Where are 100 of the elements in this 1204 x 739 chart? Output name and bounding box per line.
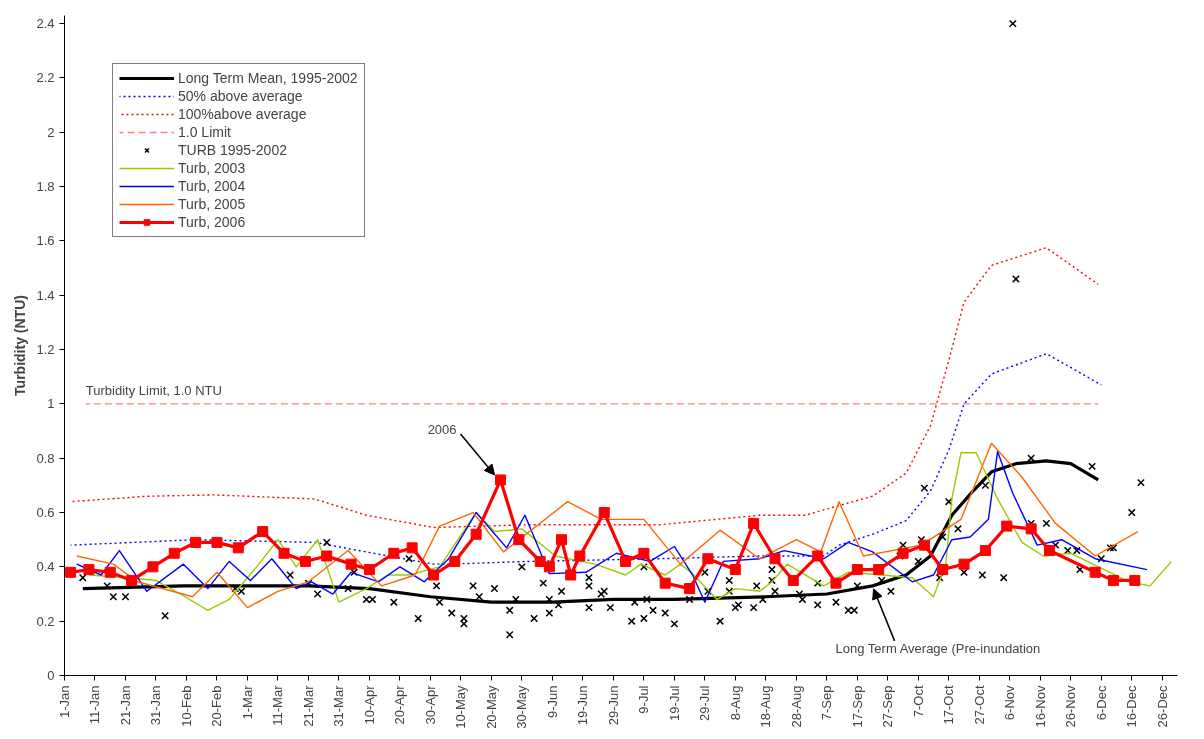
point xyxy=(769,553,781,565)
x-tick-label: 9-Jul xyxy=(636,685,652,714)
legend-label: 1.0 Limit xyxy=(178,124,231,140)
x-tick-label: 16-Nov xyxy=(1032,685,1048,728)
y-tick-label: 0.8 xyxy=(36,450,55,466)
point xyxy=(1025,523,1037,535)
x-tick-label: 11-Mar xyxy=(270,684,286,726)
point xyxy=(388,547,400,559)
point xyxy=(812,550,824,562)
point xyxy=(620,555,632,567)
y-tick-label: 1.2 xyxy=(36,342,55,358)
x-tick-label: 20-Feb xyxy=(209,685,225,727)
point xyxy=(830,577,842,589)
point xyxy=(321,550,333,562)
x-tick-label: 29-Jun xyxy=(605,685,621,726)
point xyxy=(1001,520,1013,532)
annotation: 2006 xyxy=(427,421,457,437)
x-tick-label: 7-Oct xyxy=(910,685,926,718)
point xyxy=(513,534,525,546)
point xyxy=(363,564,375,576)
y-tick-label: 2.2 xyxy=(36,70,55,86)
x-tick-label: 31-Jan xyxy=(148,685,164,726)
point xyxy=(427,569,439,581)
legend-label: 50% above average xyxy=(178,88,303,104)
point xyxy=(748,517,760,529)
point xyxy=(104,566,116,578)
legend-label: 100%above average xyxy=(178,106,307,122)
point xyxy=(211,536,223,548)
x-tick-label: 26-Nov xyxy=(1063,685,1079,728)
point xyxy=(126,574,138,586)
point xyxy=(702,553,714,565)
y-tick-label: 2.4 xyxy=(36,16,55,32)
y-tick-label: 1.6 xyxy=(36,233,55,249)
x-tick-label: 28-Aug xyxy=(788,685,804,728)
point xyxy=(1089,566,1101,578)
point xyxy=(168,547,180,559)
x-tick-label: 29-Jul xyxy=(697,685,713,721)
x-tick-label: 21-Mar xyxy=(300,684,316,727)
x-tick-label: 11-Jan xyxy=(87,685,103,725)
legend-label: Long Term Mean, 1995-2002 xyxy=(178,70,358,86)
point xyxy=(406,542,418,554)
point xyxy=(684,583,696,595)
point xyxy=(83,564,95,576)
x-tick-label: 30-May xyxy=(514,685,530,729)
y-tick-label: 1.4 xyxy=(36,287,55,303)
point xyxy=(565,569,577,581)
point xyxy=(1107,574,1119,586)
point xyxy=(232,542,244,554)
x-tick-label: 20-Apr xyxy=(392,684,408,725)
y-tick-label: 0.2 xyxy=(36,613,55,629)
point xyxy=(278,547,290,559)
y-tick-label: 0 xyxy=(47,668,55,683)
point xyxy=(1129,574,1141,586)
annotation: Long Term Average (Pre-inundation xyxy=(835,640,1041,656)
y-tick-label: 1.8 xyxy=(36,179,55,195)
point xyxy=(449,555,461,567)
x-tick-label: 8-Aug xyxy=(727,685,743,721)
x-tick-label: 10-Apr xyxy=(361,684,377,725)
y-tick-label: 2 xyxy=(47,124,55,140)
legend-label: Turb, 2003 xyxy=(178,160,246,176)
x-tick-label: 10-May xyxy=(453,685,469,729)
x-tick-label: 17-Sep xyxy=(849,685,865,728)
point xyxy=(147,561,159,573)
point xyxy=(345,558,357,570)
x-tick-label: 17-Oct xyxy=(941,685,957,725)
x-tick-label: 18-Aug xyxy=(758,685,774,728)
point xyxy=(574,550,586,562)
legend-label: TURB 1995-2002 xyxy=(178,142,287,158)
x-tick-label: 26-Dec xyxy=(1154,685,1170,728)
point xyxy=(543,561,555,573)
x-tick-label: 31-Mar xyxy=(331,684,347,727)
x-tick-label: 19-Jun xyxy=(575,685,591,726)
point xyxy=(851,564,863,576)
point xyxy=(638,547,650,559)
point xyxy=(190,536,202,548)
point xyxy=(729,564,741,576)
annotation: Turbidity Limit, 1.0 NTU xyxy=(85,382,222,398)
x-tick-label: 6-Nov xyxy=(1002,685,1018,721)
x-tick-label: 1-Jan xyxy=(57,685,72,719)
point xyxy=(873,564,885,576)
x-tick-label: 7-Sep xyxy=(819,685,835,721)
x-tick-label: 1-Mar xyxy=(239,684,255,720)
x-tick-label: 20-May xyxy=(483,685,499,729)
point xyxy=(1043,545,1055,557)
x-tick-label: 9-Jun xyxy=(544,685,560,719)
legend-label: Turb, 2004 xyxy=(178,178,246,194)
x-tick-label: 16-Dec xyxy=(1124,685,1140,728)
point xyxy=(257,526,269,538)
y-tick-label: 0.4 xyxy=(36,559,55,575)
point xyxy=(534,555,546,567)
point xyxy=(470,528,482,540)
x-tick-label: 27-Sep xyxy=(880,685,896,728)
point xyxy=(65,566,77,578)
legend-label: Turb, 2006 xyxy=(178,214,246,230)
x-tick-label: 10-Feb xyxy=(178,685,194,727)
x-tick-label: 27-Oct xyxy=(971,685,987,725)
point xyxy=(787,574,799,586)
point xyxy=(897,547,909,559)
point xyxy=(556,534,568,546)
point xyxy=(979,545,991,557)
